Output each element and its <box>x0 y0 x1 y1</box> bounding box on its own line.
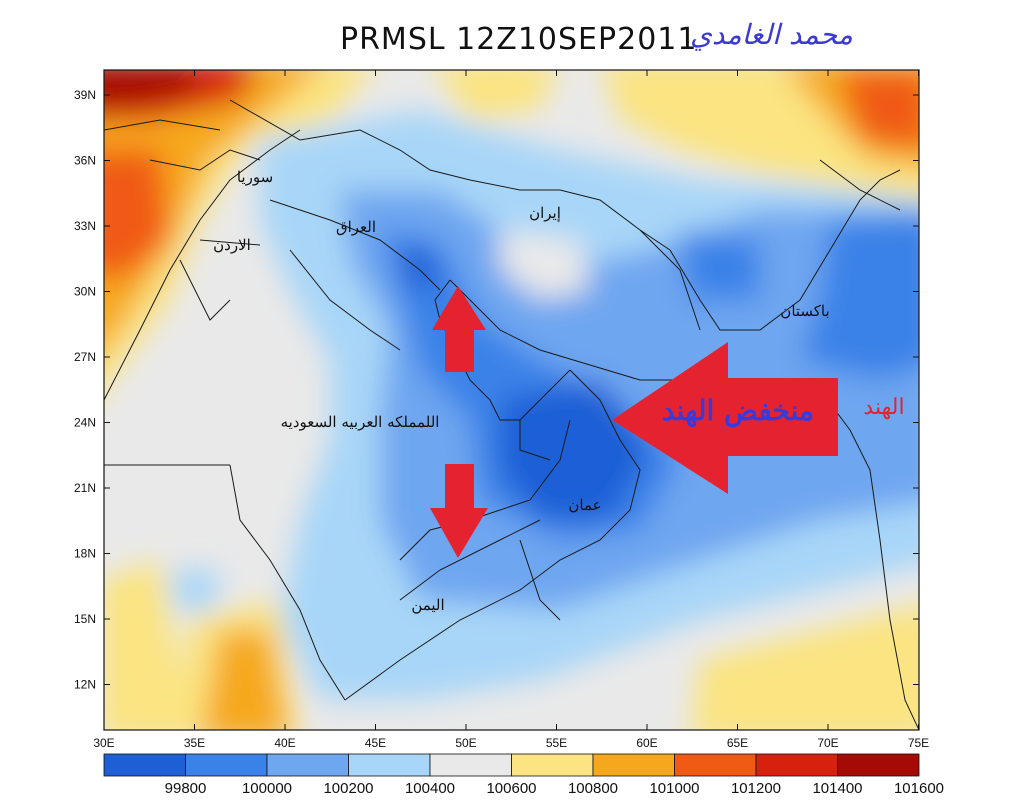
pressure-fill <box>104 70 919 730</box>
legend-label: 100200 <box>323 780 373 797</box>
pressure-legend: 99800 100000 100200 100400 100600 100800 10100… <box>103 753 944 797</box>
lon-tick-label: 70E <box>817 736 838 750</box>
legend-label: 101200 <box>731 780 781 797</box>
legend-label: 100000 <box>242 780 292 797</box>
lat-tick-label: 15N <box>74 612 96 626</box>
lat-tick-label: 39N <box>74 88 96 102</box>
lat-tick-label: 27N <box>74 350 96 364</box>
legend-swatch <box>837 753 920 777</box>
label-oman: عمان <box>568 496 601 514</box>
lat-tick-label: 36N <box>74 154 96 168</box>
legend-label: 99800 <box>165 780 207 797</box>
legend-swatch <box>429 753 512 777</box>
north-arrow <box>432 286 486 372</box>
lon-tick-label: 75E <box>908 736 929 750</box>
legend-swatch <box>755 753 838 777</box>
lon-tick-label: 45E <box>365 736 386 750</box>
label-iran: إيران <box>529 204 561 222</box>
longitude-axis: 30E 35E 40E 45E 50E 55E 60E 65E 70E 75E <box>93 70 929 750</box>
legend-swatch <box>674 753 757 777</box>
label-pakistan: باكستان <box>780 302 829 320</box>
legend-swatch <box>103 753 186 777</box>
label-yemen: اليمن <box>411 596 444 614</box>
legend-swatch <box>348 753 431 777</box>
lon-tick-label: 35E <box>184 736 205 750</box>
lon-tick-label: 60E <box>636 736 657 750</box>
legend-swatch <box>592 753 675 777</box>
legend-label: 100400 <box>405 780 455 797</box>
lon-tick-label: 55E <box>546 736 567 750</box>
lat-tick-label: 33N <box>74 219 96 233</box>
map-frame <box>103 69 920 731</box>
coastlines <box>104 99 919 730</box>
legend-label: 101000 <box>649 780 699 797</box>
legend-label: 101400 <box>812 780 862 797</box>
label-india: الهند <box>863 395 904 420</box>
lon-tick-label: 30E <box>93 736 114 750</box>
legend-swatch <box>511 753 594 777</box>
legend-swatch <box>266 753 349 777</box>
map-title: PRMSL 12Z10SEP2011 <box>340 22 698 57</box>
label-iraq: العراق <box>336 218 376 236</box>
legend-swatch <box>185 753 268 777</box>
legend-label: 100600 <box>486 780 536 797</box>
label-syria: سوريا <box>237 168 273 186</box>
legend-label: 101600 <box>894 780 944 797</box>
south-arrow <box>430 464 488 558</box>
label-india-low: منخفض الهند <box>662 394 814 428</box>
legend-label: 100800 <box>568 780 618 797</box>
label-jordan: الاردن <box>213 236 251 254</box>
lon-tick-label: 50E <box>455 736 476 750</box>
latitude-axis: 39N 36N 33N 30N 27N 24N 21N 18N 15N 12N <box>74 88 919 692</box>
lat-tick-label: 24N <box>74 416 96 430</box>
lat-tick-label: 18N <box>74 547 96 561</box>
lon-tick-label: 65E <box>727 736 748 750</box>
label-saudi-arabia: اللمملكه العربيه السعوديه <box>281 413 440 431</box>
author-signature: محمد الغامدي <box>690 18 853 51</box>
lat-tick-label: 12N <box>74 678 96 692</box>
lon-tick-label: 40E <box>274 736 295 750</box>
india-low-arrow <box>612 342 838 494</box>
lat-tick-label: 30N <box>74 285 96 299</box>
lat-tick-label: 21N <box>74 481 96 495</box>
